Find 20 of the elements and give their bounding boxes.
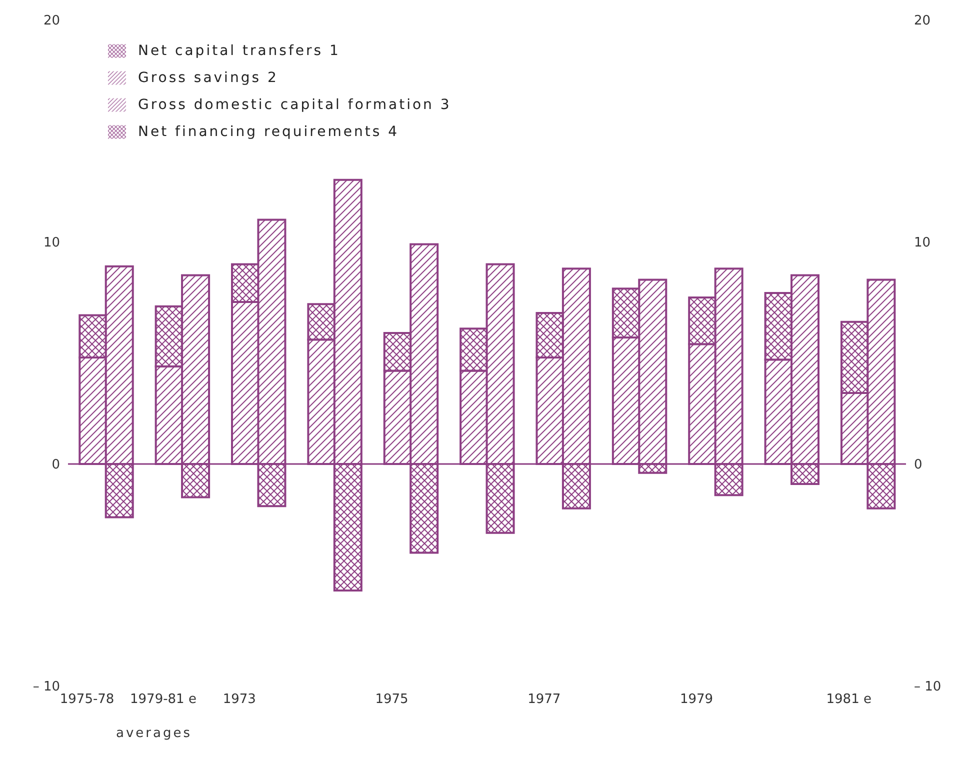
y-tick-label: 20: [43, 14, 60, 29]
y2-tick-label: 20: [914, 14, 931, 29]
legend-label: Gross domestic capital formation 3: [138, 97, 452, 113]
x-tick-label: 1979: [680, 692, 714, 708]
y2-tick-label: 10: [914, 236, 931, 251]
x-tick-label: 1977: [528, 692, 561, 708]
legend-label: Net financing requirements 4: [138, 124, 400, 140]
y2-tick-label: 0: [914, 458, 922, 473]
x-tick-label: 1975-78: [60, 692, 114, 708]
x-tick-label: 1975: [375, 692, 408, 708]
y2-tick-label: – 10: [914, 680, 942, 695]
legend-label: Net capital transfers 1: [138, 43, 340, 59]
y-tick-label: 10: [43, 236, 60, 251]
x-tick-label: 1973: [222, 692, 256, 708]
y-tick-label: 0: [52, 458, 60, 473]
y-tick-label: – 10: [32, 680, 60, 695]
x-tick-label: 1981 e: [826, 692, 872, 708]
legend-label: Gross savings 2: [138, 70, 278, 86]
x-tick-label: 1979-81 e: [130, 692, 196, 708]
text: averages: [116, 726, 192, 741]
